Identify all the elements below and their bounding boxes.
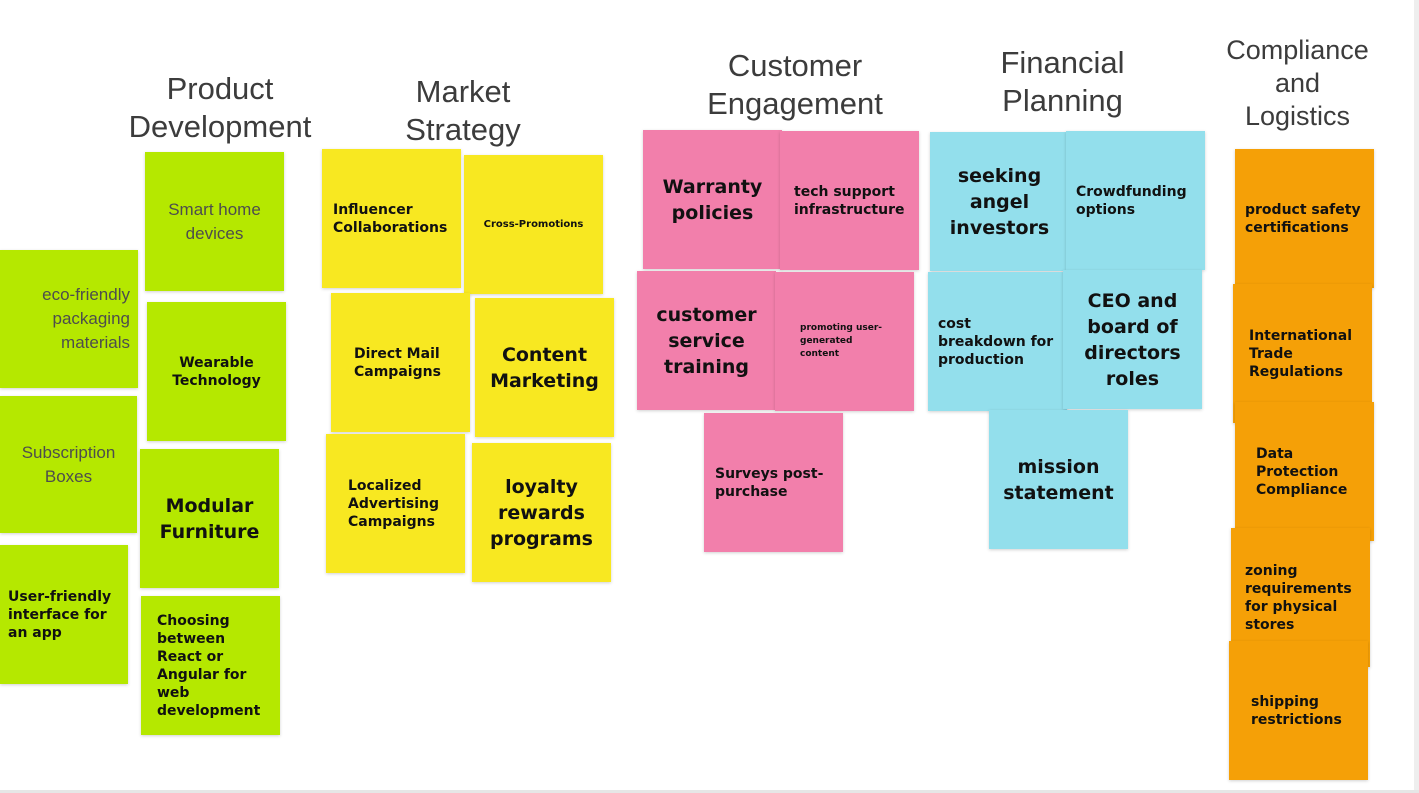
note-text: Content Marketing (490, 343, 599, 392)
canvas-bottom-border (0, 790, 1419, 793)
sticky-note[interactable]: promoting user-generated content (775, 272, 914, 411)
note-text: shipping restrictions (1251, 693, 1342, 728)
heading-product-development: Product Development (128, 71, 312, 144)
note-text: product safety certifications (1245, 201, 1361, 236)
sticky-note[interactable]: mission statement (989, 410, 1128, 549)
note-text: Surveys post-purchase (715, 465, 824, 500)
note-text: Influencer Collaborations (333, 201, 448, 236)
sticky-note[interactable]: Localized Advertising Campaigns (326, 434, 465, 573)
note-text: Data Protection Compliance (1256, 445, 1348, 498)
sticky-note[interactable]: seeking angel investors (930, 132, 1069, 271)
sticky-note[interactable]: Modular Furniture (140, 449, 279, 588)
sticky-note[interactable]: product safety certifications (1235, 149, 1374, 288)
sticky-note[interactable]: Direct Mail Campaigns (331, 293, 470, 432)
sticky-note[interactable]: customer service training (637, 271, 776, 410)
sticky-note[interactable]: Smart home devices (145, 152, 284, 291)
sticky-note[interactable]: Content Marketing (475, 298, 614, 437)
note-text: CEO and board of directors roles (1084, 289, 1181, 390)
sticky-note[interactable]: User-friendly interface for an app (0, 545, 128, 684)
heading-compliance-logistics: Compliance and Logistics (1226, 35, 1369, 131)
note-text: tech support infrastructure (794, 183, 905, 218)
sticky-note[interactable]: Influencer Collaborations (322, 149, 461, 288)
note-text: International Trade Regulations (1249, 327, 1353, 380)
sticky-note[interactable]: loyalty rewards programs (472, 443, 611, 582)
canvas-scrollbar[interactable] (1414, 0, 1419, 793)
sticky-note[interactable]: CEO and board of directors roles (1063, 270, 1202, 409)
note-text: zoning requirements for physical stores (1245, 562, 1352, 633)
sticky-note[interactable]: Wearable Technology (147, 302, 286, 441)
note-text: Choosing between React or Angular for we… (157, 612, 261, 719)
note-text: Cross-Promotions (483, 219, 584, 230)
note-text: User-friendly interface for an app (8, 588, 112, 641)
sticky-note[interactable]: Crowdfunding options (1066, 131, 1205, 270)
note-text: promoting user-generated content (800, 323, 883, 359)
sticky-note[interactable]: Surveys post-purchase (704, 413, 843, 552)
note-text: loyalty rewards programs (490, 475, 593, 550)
note-text: customer service training (656, 303, 757, 378)
heading-market-strategy: Market Strategy (405, 74, 521, 147)
heading-customer-engagement: Customer Engagement (707, 48, 883, 121)
sticky-note[interactable]: shipping restrictions (1229, 641, 1368, 780)
sticky-note[interactable]: Subscription Boxes (0, 396, 137, 533)
note-text: Warranty policies (662, 175, 763, 224)
note-text: mission statement (1003, 455, 1114, 504)
sticky-note[interactable]: Cross-Promotions (464, 155, 603, 294)
note-text: cost breakdown for production (938, 315, 1054, 368)
sticky-note[interactable]: Warranty policies (643, 130, 782, 269)
note-text: seeking angel investors (949, 164, 1050, 239)
note-text: Subscription Boxes (21, 442, 116, 486)
note-text: Smart home devices (168, 199, 261, 243)
note-text: Wearable Technology (172, 354, 261, 389)
sticky-note[interactable]: cost breakdown for production (928, 272, 1067, 411)
note-text: Direct Mail Campaigns (354, 345, 441, 380)
sticky-note[interactable]: Choosing between React or Angular for we… (141, 596, 280, 735)
note-text: eco-friendly packaging materials (42, 285, 130, 352)
note-text: Modular Furniture (159, 494, 260, 543)
sticky-note[interactable]: Data Protection Compliance (1235, 402, 1374, 541)
note-text: Crowdfunding options (1076, 183, 1187, 218)
sticky-note[interactable]: International Trade Regulations (1233, 284, 1372, 423)
note-text: Localized Advertising Campaigns (348, 477, 439, 530)
sticky-note[interactable]: eco-friendly packaging materials (0, 250, 138, 388)
sticky-note[interactable]: tech support infrastructure (780, 131, 919, 270)
heading-financial-planning: Financial Planning (1000, 45, 1125, 118)
